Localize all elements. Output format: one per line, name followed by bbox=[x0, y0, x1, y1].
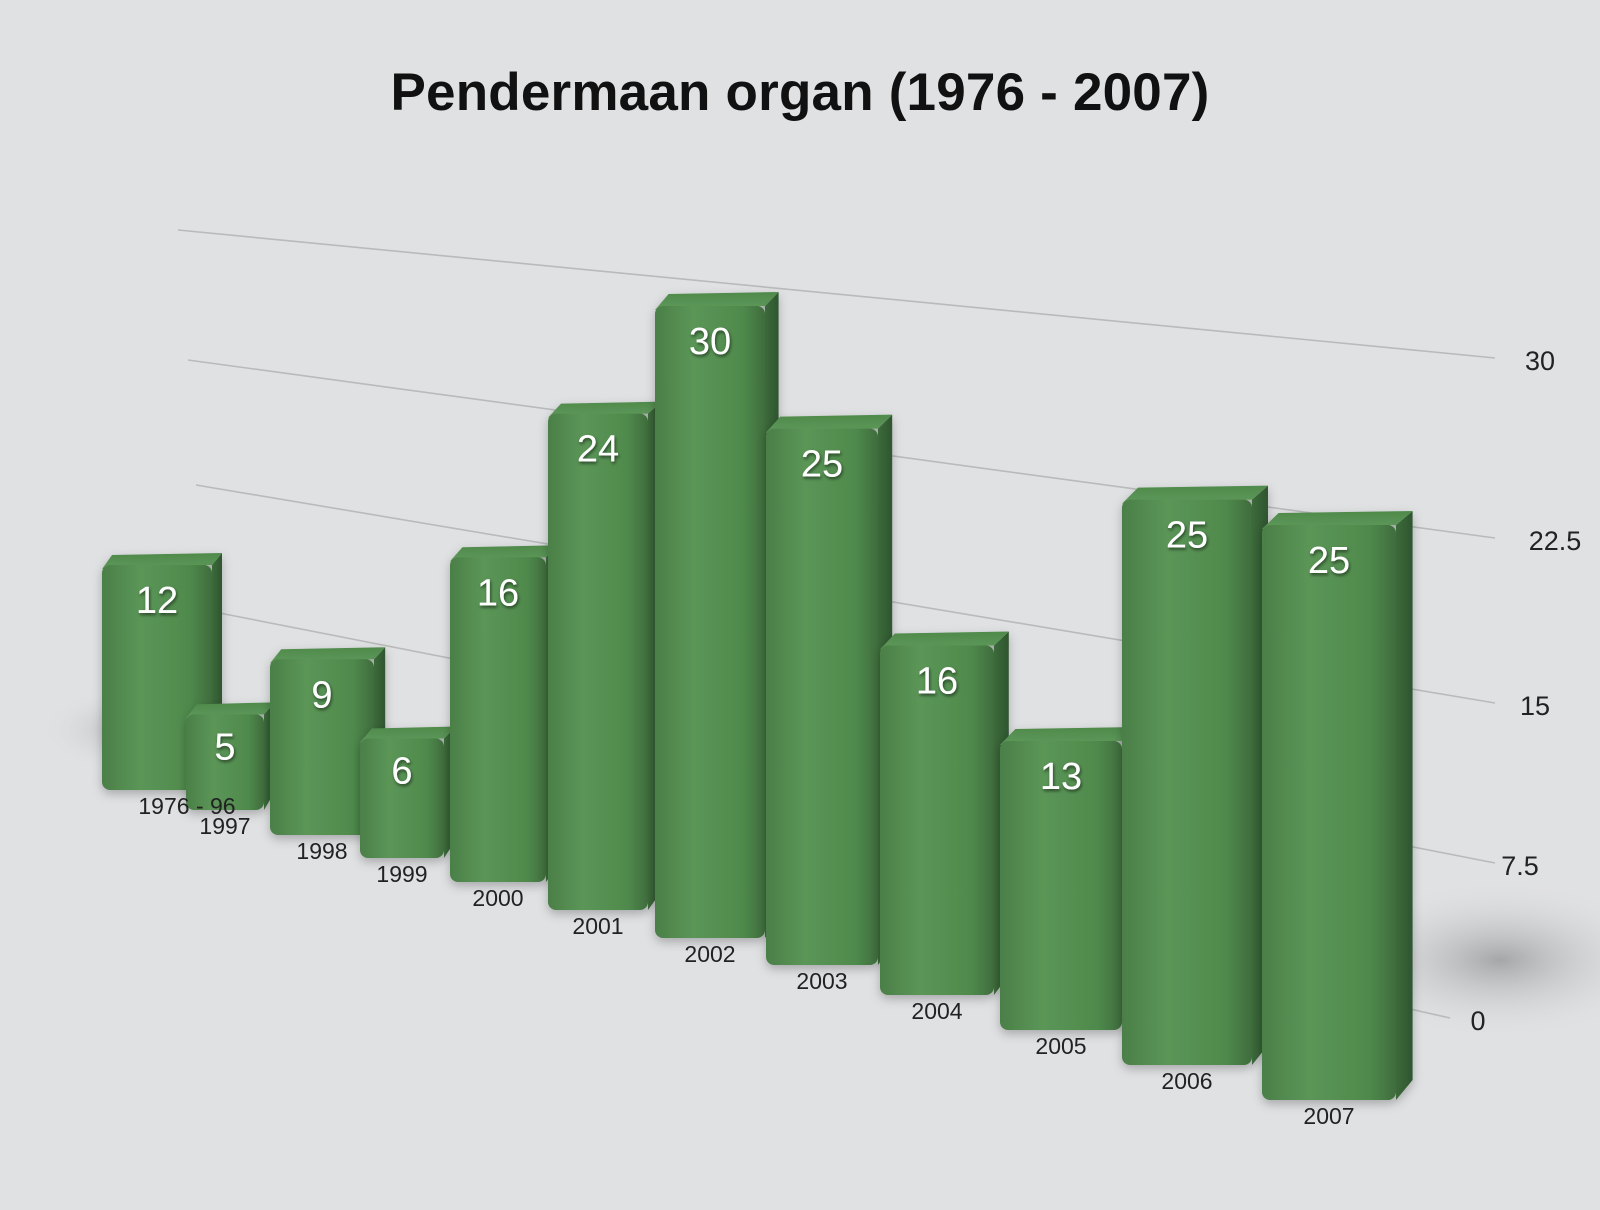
bar-front-face bbox=[186, 714, 264, 810]
bar-top-face bbox=[880, 631, 1009, 650]
x-tick-label: 2003 bbox=[796, 968, 847, 994]
data-label: 13 bbox=[1040, 756, 1082, 798]
data-label: 16 bbox=[477, 572, 519, 614]
x-tick-label: 2002 bbox=[684, 941, 735, 967]
bar-front-face bbox=[1000, 741, 1122, 1030]
bar-front-face bbox=[766, 428, 878, 965]
data-label: 6 bbox=[391, 751, 412, 793]
y-tick-label: 22.5 bbox=[1529, 526, 1582, 556]
data-label: 25 bbox=[1308, 540, 1350, 582]
data-label: 16 bbox=[916, 661, 958, 703]
chart-title: Pendermaan organ (1976 - 2007) bbox=[390, 63, 1210, 122]
bar bbox=[766, 414, 893, 965]
x-tick-label: 2001 bbox=[572, 913, 623, 939]
x-tick-label: 2007 bbox=[1303, 1103, 1354, 1129]
bar-front-face bbox=[450, 557, 546, 882]
bar-top-face bbox=[655, 291, 779, 310]
bar bbox=[102, 553, 222, 790]
data-label: 24 bbox=[577, 429, 619, 471]
x-tick-label: 1999 bbox=[376, 861, 427, 887]
bar-top-face bbox=[1262, 511, 1413, 529]
data-label: 5 bbox=[214, 726, 235, 768]
x-tick-label: 1997 bbox=[199, 813, 250, 839]
bar-side-face bbox=[1396, 511, 1413, 1100]
bar-front-face bbox=[360, 738, 444, 858]
x-tick-label: 1998 bbox=[296, 838, 347, 864]
data-label: 25 bbox=[1166, 515, 1208, 557]
bar-front-face bbox=[880, 645, 994, 995]
x-tick-label: 1976 - 96 bbox=[138, 793, 235, 819]
x-tick-label: 2004 bbox=[911, 998, 962, 1024]
bar-front-face bbox=[548, 413, 648, 910]
data-label: 30 bbox=[689, 321, 731, 363]
data-label: 25 bbox=[801, 444, 843, 486]
bar bbox=[548, 401, 661, 910]
bar-top-face bbox=[1000, 727, 1138, 746]
data-label: 12 bbox=[136, 580, 178, 622]
x-tick-label: 2005 bbox=[1035, 1033, 1086, 1059]
x-tick-label: 2006 bbox=[1161, 1068, 1212, 1094]
bar bbox=[1122, 485, 1268, 1066]
gridline bbox=[177, 229, 1496, 359]
data-label: 9 bbox=[311, 674, 332, 716]
bar bbox=[1262, 511, 1413, 1100]
bar-front-face bbox=[1262, 525, 1396, 1100]
y-tick-label: 0 bbox=[1470, 1006, 1485, 1036]
bar-front-face bbox=[270, 659, 374, 835]
y-tick-label: 15 bbox=[1520, 691, 1550, 721]
bar-front-face bbox=[655, 305, 765, 938]
y-tick-label: 30 bbox=[1525, 346, 1555, 376]
bar-top-face bbox=[1122, 485, 1268, 504]
bar-front-face bbox=[102, 565, 212, 790]
bar-front-face bbox=[1122, 499, 1252, 1066]
x-tick-label: 2000 bbox=[472, 885, 523, 911]
y-tick-label: 7.5 bbox=[1501, 851, 1539, 881]
bar bbox=[655, 291, 779, 938]
bar-top-face bbox=[766, 414, 893, 433]
